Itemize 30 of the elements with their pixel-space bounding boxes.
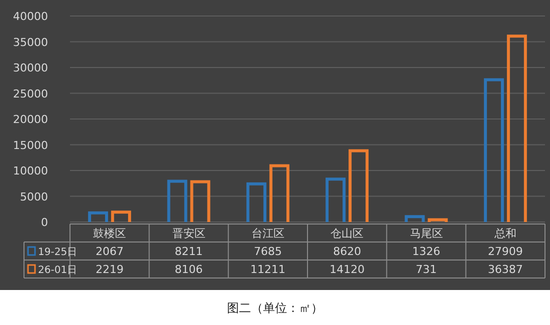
legend-label: 26-01日 xyxy=(38,265,78,276)
data-label: 8620 xyxy=(333,245,362,258)
y-tick-label: 35000 xyxy=(13,36,48,49)
data-label: 36387 xyxy=(488,263,523,276)
legend-label: 19-25日 xyxy=(38,247,78,258)
y-tick-label: 40000 xyxy=(13,10,48,23)
data-label: 1326 xyxy=(412,245,440,258)
x-tick-label: 总和 xyxy=(493,227,516,240)
x-tick-label: 台江区 xyxy=(251,227,284,240)
data-label: 8211 xyxy=(174,245,203,258)
y-tick-label: 10000 xyxy=(13,164,48,178)
x-tick-label: 晋安区 xyxy=(172,227,206,240)
y-tick-label: 15000 xyxy=(13,138,48,152)
y-tick-label: 0 xyxy=(41,216,48,229)
x-tick-label: 仓山区 xyxy=(330,227,364,240)
y-tick-label: 20000 xyxy=(13,113,48,126)
y-tick-label: 30000 xyxy=(13,62,48,74)
text: 图二（单位：㎡） xyxy=(227,301,323,315)
x-tick-label: 马尾区 xyxy=(410,227,443,240)
data-label: 11211 xyxy=(250,263,286,276)
data-label: 731 xyxy=(416,263,437,276)
data-label: 2219 xyxy=(96,263,124,276)
data-label: 8106 xyxy=(174,263,203,276)
data-label: 14120 xyxy=(330,263,365,276)
data-label: 2067 xyxy=(96,245,124,258)
y-tick-label: 5000 xyxy=(20,190,48,204)
x-tick-label: 鼓楼区 xyxy=(93,227,126,240)
y-tick-label: 25000 xyxy=(13,87,48,100)
data-label: 7685 xyxy=(254,245,282,258)
data-label: 27909 xyxy=(488,245,523,258)
